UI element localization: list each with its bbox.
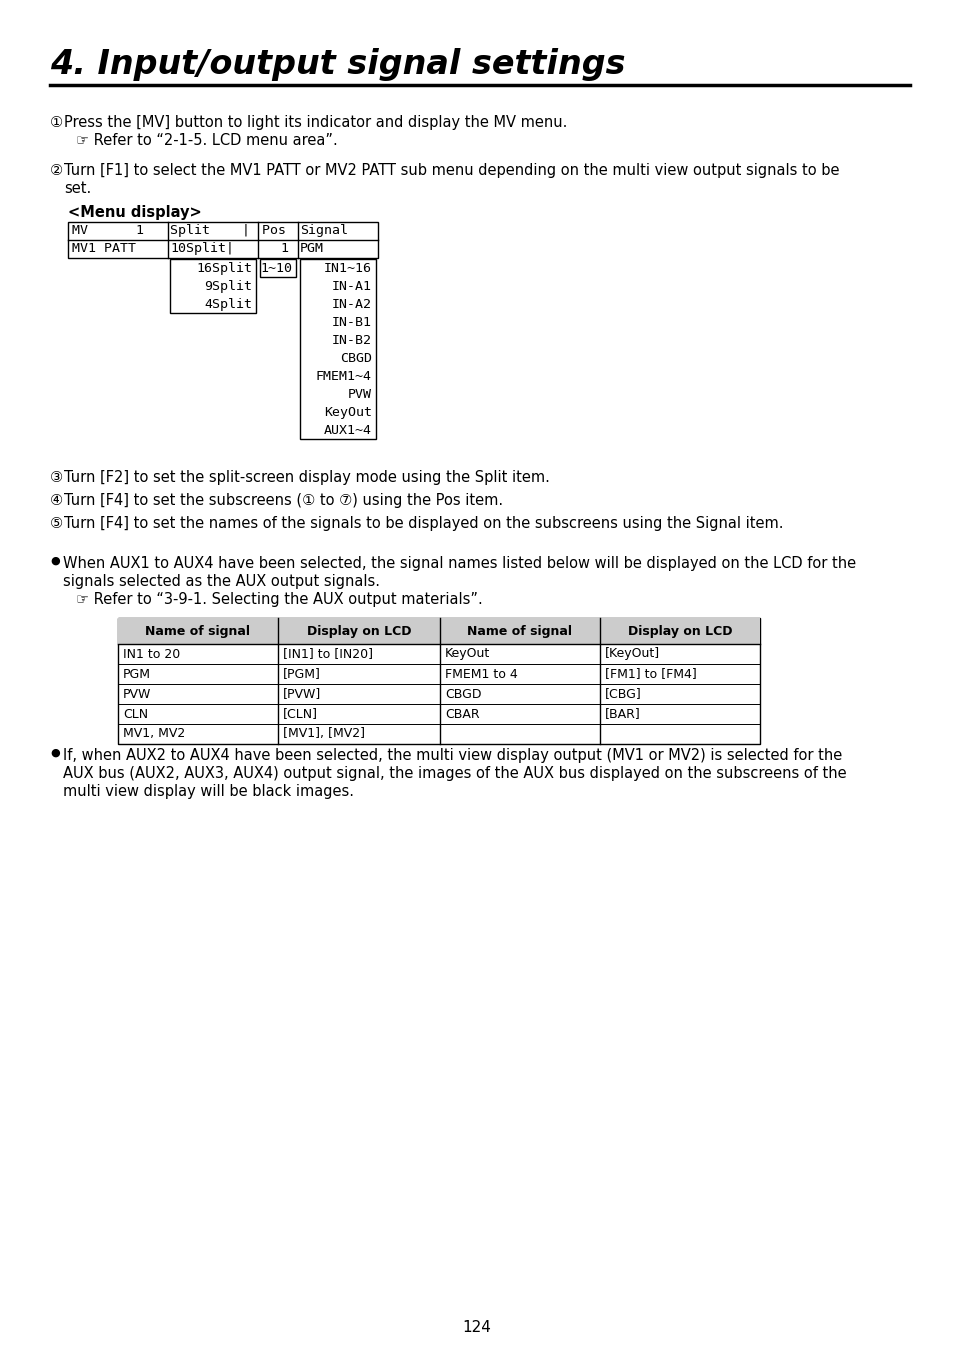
- Text: ●: ●: [50, 555, 60, 566]
- Text: [FM1] to [FM4]: [FM1] to [FM4]: [604, 667, 696, 681]
- Text: PGM: PGM: [123, 667, 151, 681]
- Text: [PGM]: [PGM]: [283, 667, 320, 681]
- Text: 9Split: 9Split: [204, 280, 252, 293]
- Text: [KeyOut]: [KeyOut]: [604, 647, 659, 661]
- Text: MV1, MV2: MV1, MV2: [123, 728, 185, 740]
- Text: [BAR]: [BAR]: [604, 708, 640, 720]
- Text: IN-A2: IN-A2: [332, 298, 372, 311]
- Text: 10Split|: 10Split|: [170, 243, 233, 255]
- Text: AUX bus (AUX2, AUX3, AUX4) output signal, the images of the AUX bus displayed on: AUX bus (AUX2, AUX3, AUX4) output signal…: [63, 766, 845, 780]
- Text: 16Split: 16Split: [195, 262, 252, 275]
- Text: ☞ Refer to “2-1-5. LCD menu area”.: ☞ Refer to “2-1-5. LCD menu area”.: [76, 133, 337, 148]
- Text: Turn [F4] to set the subscreens (① to ⑦) using the Pos item.: Turn [F4] to set the subscreens (① to ⑦)…: [64, 493, 502, 508]
- Text: If, when AUX2 to AUX4 have been selected, the multi view display output (MV1 or : If, when AUX2 to AUX4 have been selected…: [63, 748, 841, 763]
- Text: Turn [F1] to select the MV1 PATT or MV2 PATT sub menu depending on the multi vie: Turn [F1] to select the MV1 PATT or MV2 …: [64, 163, 839, 178]
- Text: Display on LCD: Display on LCD: [307, 624, 411, 638]
- Text: AUX1~4: AUX1~4: [324, 425, 372, 437]
- Bar: [118, 617, 760, 644]
- Text: [MV1], [MV2]: [MV1], [MV2]: [283, 728, 365, 740]
- Text: KeyOut: KeyOut: [324, 406, 372, 419]
- Text: CLN: CLN: [123, 708, 148, 720]
- Text: ④: ④: [50, 493, 63, 508]
- Text: ③: ③: [50, 470, 63, 485]
- Text: CBGD: CBGD: [339, 352, 372, 365]
- Text: FMEM1 to 4: FMEM1 to 4: [444, 667, 517, 681]
- Text: [IN1] to [IN20]: [IN1] to [IN20]: [283, 647, 373, 661]
- Text: 1: 1: [280, 243, 288, 255]
- Text: When AUX1 to AUX4 have been selected, the signal names listed below will be disp: When AUX1 to AUX4 have been selected, th…: [63, 555, 855, 572]
- Text: IN-A1: IN-A1: [332, 280, 372, 293]
- Text: CBGD: CBGD: [444, 687, 481, 701]
- Text: <Menu display>: <Menu display>: [68, 205, 201, 220]
- Text: IN1 to 20: IN1 to 20: [123, 647, 180, 661]
- Text: 4Split: 4Split: [204, 298, 252, 311]
- Text: ☞ Refer to “3-9-1. Selecting the AUX output materials”.: ☞ Refer to “3-9-1. Selecting the AUX out…: [76, 592, 482, 607]
- Text: Press the [MV] button to light its indicator and display the MV menu.: Press the [MV] button to light its indic…: [64, 115, 567, 129]
- Text: KeyOut: KeyOut: [444, 647, 490, 661]
- Text: 1~10: 1~10: [260, 262, 292, 275]
- Text: [CBG]: [CBG]: [604, 687, 641, 701]
- Bar: [68, 222, 377, 257]
- Text: signals selected as the AUX output signals.: signals selected as the AUX output signa…: [63, 574, 379, 589]
- Text: MV      1: MV 1: [71, 224, 144, 237]
- Text: ●: ●: [50, 748, 60, 758]
- Text: [CLN]: [CLN]: [283, 708, 317, 720]
- Text: MV1 PATT: MV1 PATT: [71, 243, 136, 255]
- Text: 124: 124: [462, 1320, 491, 1335]
- Text: [PVW]: [PVW]: [283, 687, 321, 701]
- Text: ②: ②: [50, 163, 63, 178]
- Text: multi view display will be black images.: multi view display will be black images.: [63, 785, 354, 799]
- Text: Display on LCD: Display on LCD: [627, 624, 732, 638]
- Text: CBAR: CBAR: [444, 708, 479, 720]
- Text: IN-B2: IN-B2: [332, 334, 372, 346]
- Text: Signal: Signal: [299, 224, 348, 237]
- Bar: [170, 259, 255, 313]
- Text: IN1~16: IN1~16: [324, 262, 372, 275]
- Text: Turn [F4] to set the names of the signals to be displayed on the subscreens usin: Turn [F4] to set the names of the signal…: [64, 516, 782, 531]
- Text: Turn [F2] to set the split-screen display mode using the Split item.: Turn [F2] to set the split-screen displa…: [64, 470, 549, 485]
- Text: ①: ①: [50, 115, 63, 129]
- Text: FMEM1~4: FMEM1~4: [315, 369, 372, 383]
- Text: PVW: PVW: [348, 388, 372, 400]
- Text: set.: set.: [64, 181, 91, 195]
- Bar: [299, 259, 375, 439]
- Text: Name of signal: Name of signal: [146, 624, 251, 638]
- Text: PGM: PGM: [299, 243, 324, 255]
- Text: 4. Input/output signal settings: 4. Input/output signal settings: [50, 49, 625, 81]
- Bar: [260, 259, 295, 276]
- Text: PVW: PVW: [123, 687, 152, 701]
- Text: IN-B1: IN-B1: [332, 315, 372, 329]
- Text: ⑤: ⑤: [50, 516, 63, 531]
- Text: Split    |: Split |: [170, 224, 250, 237]
- Text: Name of signal: Name of signal: [467, 624, 572, 638]
- Bar: [118, 617, 760, 744]
- Text: Pos: Pos: [262, 224, 317, 237]
